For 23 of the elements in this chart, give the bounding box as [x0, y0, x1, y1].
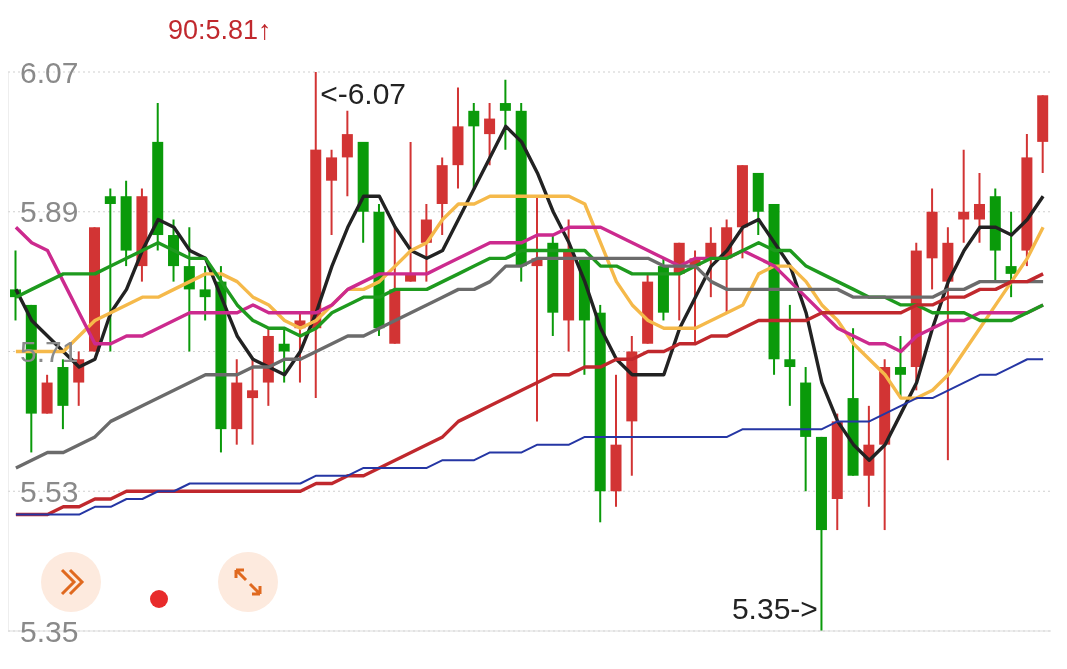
- candlestick: [499, 78, 511, 151]
- y-tick-label: 5.89: [20, 195, 79, 229]
- text: 90:5.81↑: [168, 14, 272, 46]
- candlestick: [341, 109, 353, 198]
- line-series: [14, 256, 1045, 470]
- candlestick: [1005, 210, 1017, 299]
- y-tick-label: 5.53: [20, 474, 79, 508]
- candlestick: [705, 226, 717, 299]
- line-series: [14, 272, 1045, 517]
- annotation: <-6.07: [320, 76, 407, 110]
- candlestick: [247, 358, 259, 446]
- candlestick: [278, 327, 290, 384]
- annotation: 5.35->: [731, 591, 818, 625]
- y-tick-label: 5.35: [20, 614, 79, 648]
- y-tick-label: 6.07: [20, 55, 79, 89]
- candlestick: [973, 171, 985, 244]
- candlestick: [484, 102, 496, 167]
- line-series: [14, 194, 1045, 400]
- candlestick: [326, 148, 338, 237]
- candlestick: [784, 303, 796, 407]
- candlestick: [199, 265, 211, 322]
- candlestick: [104, 187, 116, 353]
- candlestick: [958, 148, 970, 244]
